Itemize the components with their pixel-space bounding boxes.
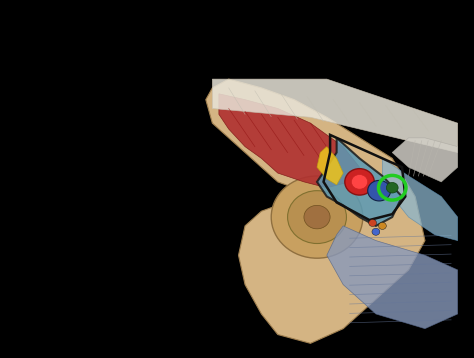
Text: Femoral Sheath: Femoral Sheath	[8, 240, 106, 253]
Text: Iliopsoas: Iliopsoas	[8, 175, 62, 188]
Circle shape	[379, 222, 386, 229]
Circle shape	[271, 176, 363, 258]
Circle shape	[345, 169, 374, 195]
Polygon shape	[317, 147, 343, 185]
Circle shape	[351, 174, 368, 189]
Polygon shape	[219, 94, 359, 188]
Polygon shape	[392, 138, 458, 182]
Text: Pectineus: Pectineus	[8, 328, 67, 341]
Circle shape	[304, 205, 330, 229]
Polygon shape	[327, 226, 458, 329]
Text: Femoral Artery & Vein: Femoral Artery & Vein	[8, 269, 145, 282]
Polygon shape	[206, 79, 425, 343]
Circle shape	[368, 180, 391, 201]
Circle shape	[372, 228, 380, 235]
Polygon shape	[317, 138, 402, 226]
Text: Femoral Sheath & Canal: Femoral Sheath & Canal	[46, 14, 428, 44]
Text: Femoral Nerve: Femoral Nerve	[8, 208, 99, 221]
Text: Femoral Canal: Femoral Canal	[8, 299, 97, 312]
Text: Inguinal Ligament: Inguinal Ligament	[8, 140, 120, 153]
Circle shape	[369, 219, 376, 227]
Circle shape	[288, 191, 346, 243]
Circle shape	[386, 183, 398, 193]
Polygon shape	[212, 79, 458, 153]
Polygon shape	[383, 158, 458, 241]
